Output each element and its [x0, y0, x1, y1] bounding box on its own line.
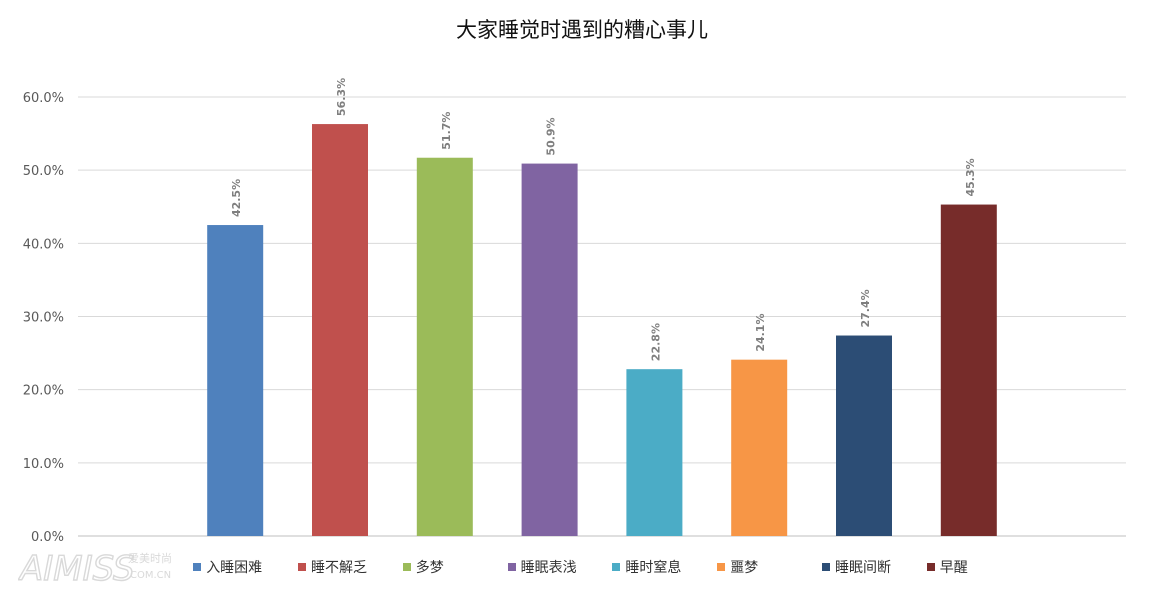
y-tick-label: 0.0% [31, 530, 64, 545]
data-label: 27.4% [859, 289, 872, 327]
y-tick-label: 10.0% [23, 457, 64, 472]
data-label: 56.3% [335, 78, 348, 116]
bar [416, 157, 473, 536]
bar [207, 225, 264, 536]
bar [940, 204, 997, 536]
data-label: 50.9% [545, 117, 558, 155]
data-label: 42.5% [230, 179, 243, 217]
legend-item: 入睡困难 [193, 556, 262, 578]
legend-item: 睡眠表浅 [507, 556, 577, 578]
legend-label: 睡眠间断 [835, 560, 891, 576]
legend-swatch [926, 563, 935, 571]
bar [312, 124, 368, 537]
data-label: 22.8% [649, 323, 662, 361]
bar [521, 163, 578, 536]
legend-label: 睡时窒息 [625, 560, 682, 576]
legend-swatch [298, 563, 306, 571]
legend-label: 入睡困难 [206, 560, 263, 576]
legend-item: 睡时窒息 [612, 556, 681, 578]
bar [626, 369, 683, 536]
bar [836, 335, 892, 536]
legend-swatch [402, 563, 411, 571]
legend-item: 睡眠间断 [822, 556, 891, 578]
y-tick-label: 20.0% [23, 384, 64, 399]
legend-label: 噩梦 [730, 560, 759, 576]
y-tick-label: 40.0% [23, 237, 64, 252]
data-label: 45.3% [964, 158, 977, 196]
legend-label: 早醒 [939, 560, 968, 576]
legend-swatch [717, 563, 726, 571]
legend-swatch [612, 563, 621, 571]
legend-swatch [507, 563, 516, 571]
legend-swatch [822, 563, 830, 571]
legend-item: 早醒 [926, 556, 968, 578]
data-label: 24.1% [754, 313, 767, 351]
data-label: 51.7% [440, 112, 453, 150]
legend-label: 睡不解乏 [311, 560, 367, 576]
y-tick-label: 60.0% [23, 91, 64, 106]
legend-item: 噩梦 [717, 556, 758, 578]
chart-legend: 入睡困难 睡不解乏 多梦 睡眠表浅 睡时窒息 噩梦 睡眠间断 早醒 [0, 556, 1164, 580]
legend-label: 多梦 [415, 560, 444, 576]
chart-title: 大家睡觉时遇到的糟心事儿 [456, 18, 708, 42]
legend-item: 多梦 [402, 556, 444, 578]
legend-swatch [193, 563, 202, 571]
y-tick-label: 30.0% [23, 311, 64, 326]
legend-label: 睡眠表浅 [520, 560, 577, 576]
legend-item: 睡不解乏 [298, 556, 367, 578]
y-tick-label: 50.0% [23, 164, 64, 179]
bar [731, 359, 788, 536]
